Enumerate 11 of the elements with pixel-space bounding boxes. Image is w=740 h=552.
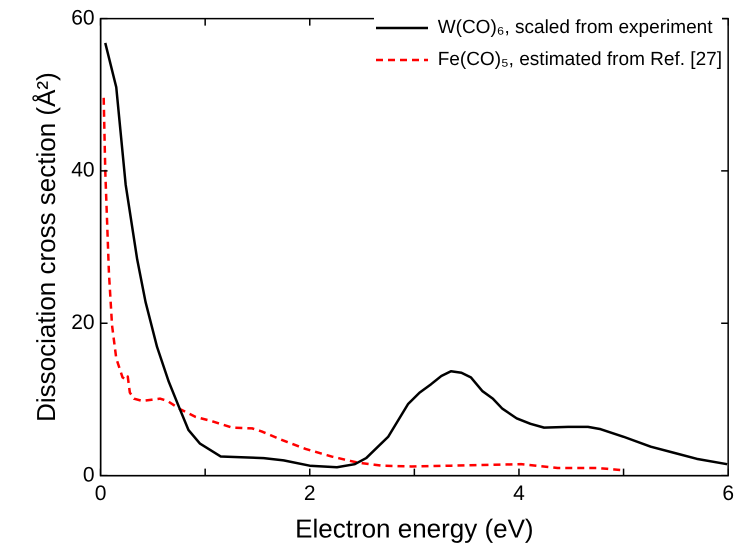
y-tick-label: 20 bbox=[71, 311, 95, 334]
x-axis-title: Electron energy (eV) bbox=[295, 514, 534, 544]
y-tick-label: 40 bbox=[71, 158, 95, 182]
legend-label: W(CO)₆, scaled from experiment bbox=[438, 17, 712, 38]
x-tick-label: 2 bbox=[304, 482, 316, 505]
y-tick-label: 0 bbox=[82, 463, 95, 486]
y-axis-title: Dissociation cross section (Å²) bbox=[30, 72, 61, 422]
x-tick-label: 4 bbox=[513, 482, 526, 505]
x-tick-label: 6 bbox=[722, 482, 734, 505]
y-tick-label: 60 bbox=[71, 6, 95, 30]
legend-label: Fe(CO)₅, estimated from Ref. [27] bbox=[438, 49, 722, 70]
